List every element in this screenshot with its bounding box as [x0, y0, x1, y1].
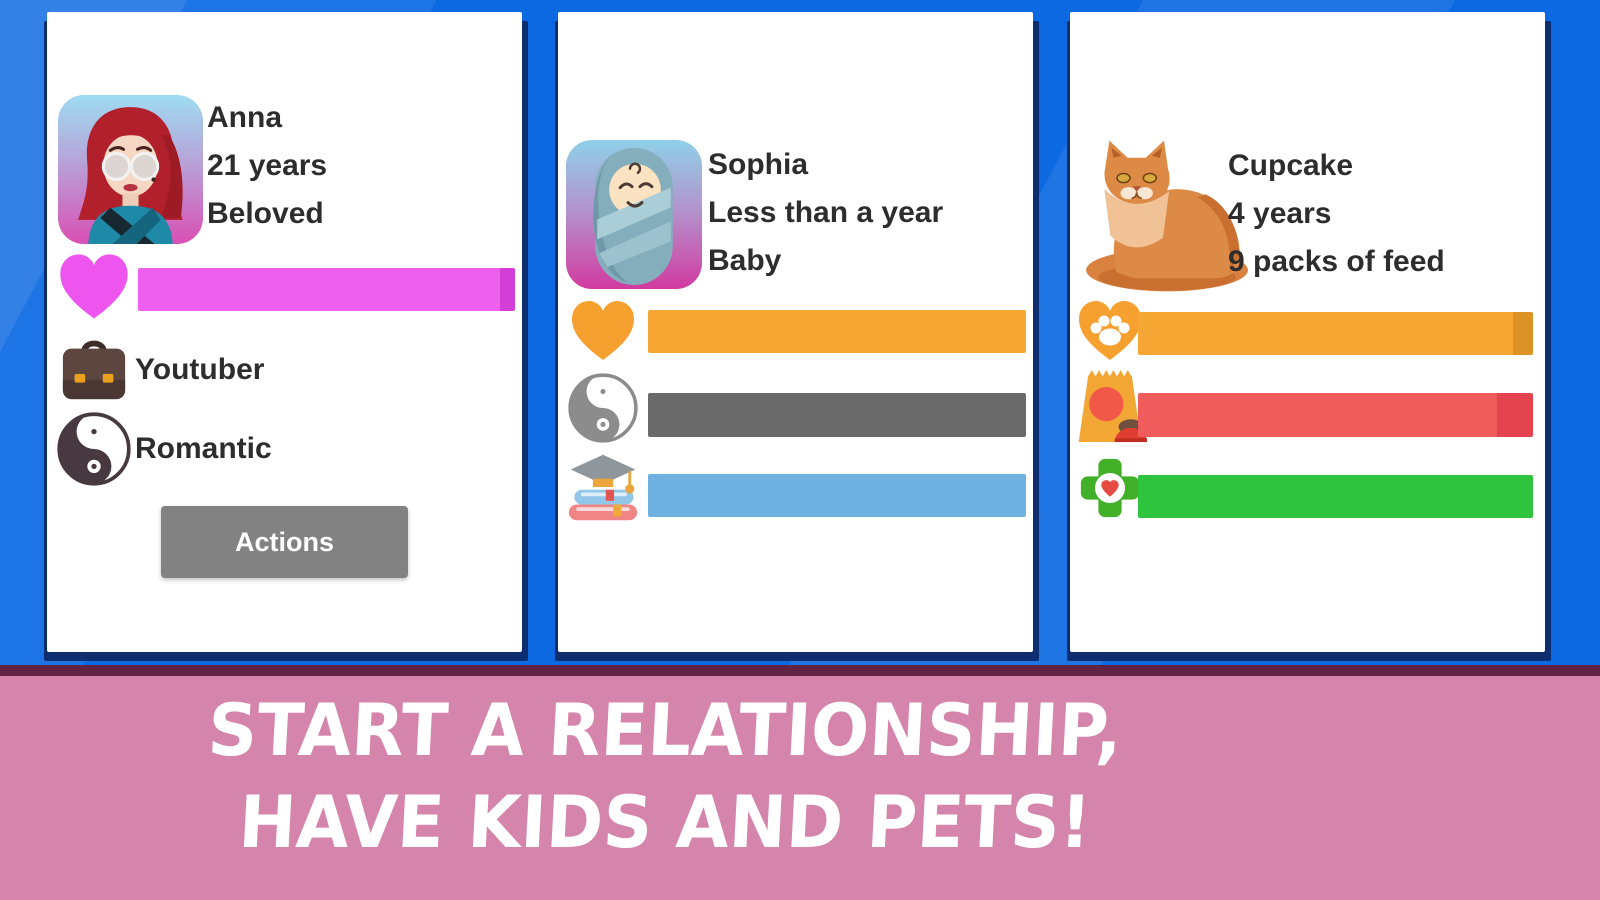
happiness-bar-fill [1138, 312, 1514, 355]
heart-icon [53, 246, 135, 328]
happiness-bar [1138, 312, 1533, 355]
child-name: Sophia [708, 148, 809, 181]
occupation-label: Youtuber [135, 353, 265, 386]
food-bar-fill [1138, 393, 1498, 437]
child-status: Baby [708, 244, 782, 277]
pet-age: 4 years [1228, 197, 1332, 230]
child-card: Sophia Less than a year Baby [558, 12, 1033, 652]
love-bar [138, 268, 515, 311]
happiness-bar-cap [1513, 312, 1533, 355]
woman-avatar-icon [78, 107, 183, 244]
vet-cross-icon [1070, 452, 1150, 524]
pet-status: 9 packs of feed [1228, 245, 1445, 278]
briefcase-icon [55, 332, 133, 408]
pet-info: Cupcake 4 years 9 packs of feed [1228, 142, 1445, 286]
pet-name: Cupcake [1228, 149, 1354, 182]
food-bar [1138, 393, 1533, 437]
feed-bag-icon [1070, 362, 1150, 450]
education-bar [648, 474, 1026, 517]
partner-age: 21 years [207, 149, 328, 182]
partner-avatar [58, 95, 203, 244]
yin-yang-icon [562, 370, 644, 446]
promo-line-1: START A RELATIONSHIP, [205, 688, 1125, 772]
child-avatar [566, 140, 702, 289]
child-info: Sophia Less than a year Baby [708, 141, 943, 285]
partner-status: Beloved [207, 197, 324, 230]
mood-bar [648, 393, 1026, 437]
partner-card: Anna 21 years Beloved Youtuber Romantic [47, 12, 522, 652]
love-bar-fill [138, 268, 500, 311]
mood-bar-fill [648, 393, 1026, 437]
cat-illustration-icon [1086, 140, 1248, 292]
love-bar-fill [648, 310, 1026, 353]
paw-heart-icon [1070, 293, 1150, 369]
child-age: Less than a year [708, 196, 944, 229]
pet-card: Cupcake 4 years 9 packs of feed [1070, 12, 1545, 652]
health-bar [1138, 475, 1533, 518]
actions-button[interactable]: Actions [161, 506, 408, 578]
love-bar [648, 310, 1026, 353]
love-bar-cap [499, 268, 515, 311]
promo-banner: START A RELATIONSHIP, HAVE KIDS AND PETS… [0, 665, 1600, 900]
partner-name: Anna [207, 101, 282, 134]
pet-avatar [1078, 137, 1250, 297]
promo-text: START A RELATIONSHIP, HAVE KIDS AND PETS… [0, 684, 1330, 868]
education-bar-fill [648, 474, 1026, 517]
health-bar-fill [1138, 475, 1533, 518]
education-icon [562, 448, 644, 526]
heart-icon [562, 293, 644, 369]
personality-label: Romantic [135, 432, 272, 465]
yin-yang-icon [55, 410, 133, 488]
partner-info: Anna 21 years Beloved [207, 94, 327, 238]
food-bar-cap [1497, 393, 1533, 437]
promo-line-2: HAVE KIDS AND PETS! [236, 780, 1094, 864]
baby-avatar-icon [593, 147, 673, 286]
